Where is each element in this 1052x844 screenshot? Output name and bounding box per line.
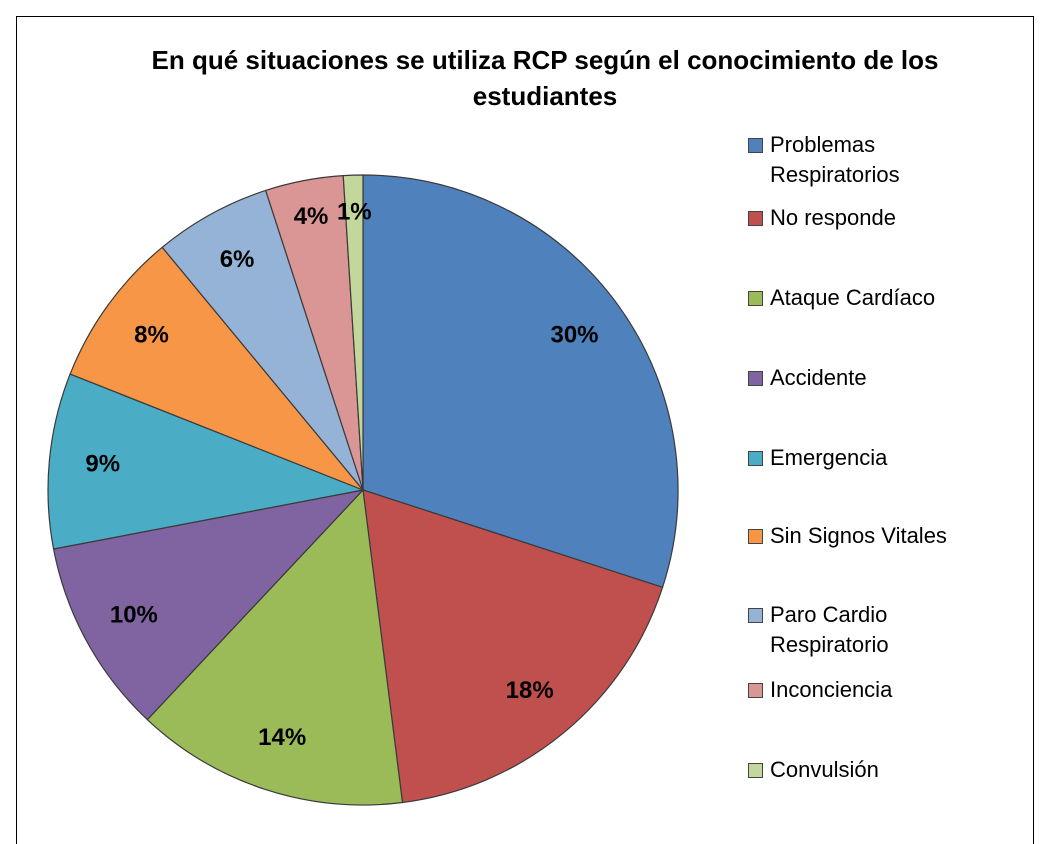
legend-label: Emergencia bbox=[770, 445, 888, 470]
chart-frame bbox=[16, 16, 1034, 844]
pie-slice bbox=[146, 488, 404, 806]
legend-item: Paro Cardio Respiratorio bbox=[748, 600, 988, 660]
legend-swatch bbox=[748, 683, 763, 698]
chart-title: En qué situaciones se utiliza RCP según … bbox=[151, 45, 939, 111]
legend-label: Paro Cardio Respiratorio bbox=[770, 602, 889, 657]
legend-swatch bbox=[748, 291, 763, 306]
legend-item: No responde bbox=[748, 203, 988, 233]
legend-item: Inconciencia bbox=[748, 675, 988, 705]
legend-label: Inconciencia bbox=[770, 677, 893, 702]
legend-swatch bbox=[748, 138, 763, 153]
legend-item: Convulsión bbox=[748, 755, 988, 785]
legend-swatch bbox=[748, 529, 763, 544]
legend-item: Sin Signos Vitales bbox=[748, 521, 988, 551]
legend-label: Problemas Respiratorios bbox=[770, 132, 900, 187]
legend-label: No responde bbox=[770, 205, 896, 230]
legend-swatch bbox=[748, 371, 763, 386]
data-label: 8% bbox=[134, 322, 169, 349]
pie-slice bbox=[47, 373, 366, 550]
legend-label: Sin Signos Vitales bbox=[770, 523, 947, 548]
legend-label: Convulsión bbox=[770, 757, 879, 782]
data-label: 1% bbox=[337, 198, 372, 225]
pie-slice bbox=[362, 174, 679, 589]
legend-item: Problemas Respiratorios bbox=[748, 130, 988, 190]
legend-label: Accidente bbox=[770, 365, 867, 390]
data-label: 18% bbox=[506, 677, 554, 704]
pie-slice bbox=[342, 174, 364, 491]
pie-slice bbox=[69, 246, 364, 491]
data-label: 6% bbox=[220, 246, 255, 273]
data-label: 10% bbox=[110, 601, 158, 628]
pie-slice bbox=[161, 189, 364, 491]
data-label: 14% bbox=[258, 724, 306, 751]
data-label: 30% bbox=[550, 322, 598, 349]
data-label: 9% bbox=[85, 451, 120, 478]
legend-swatch bbox=[748, 451, 763, 466]
legend-item: Emergencia bbox=[748, 443, 988, 473]
legend-label: Ataque Cardíaco bbox=[770, 285, 936, 310]
legend-item: Accidente bbox=[748, 363, 988, 393]
pie-slice bbox=[52, 489, 365, 721]
legend-item: Ataque Cardíaco bbox=[748, 283, 988, 313]
legend-swatch bbox=[748, 608, 763, 623]
pie-slice bbox=[362, 489, 664, 804]
legend-swatch bbox=[748, 211, 763, 226]
legend-swatch bbox=[748, 763, 763, 778]
data-label: 4% bbox=[294, 203, 329, 230]
